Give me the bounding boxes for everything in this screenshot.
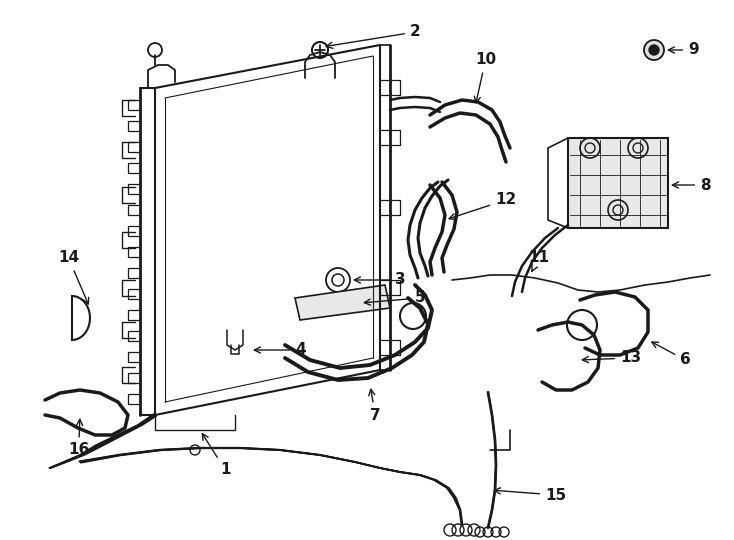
Polygon shape bbox=[295, 285, 390, 320]
Text: 8: 8 bbox=[672, 178, 711, 192]
Text: 2: 2 bbox=[327, 24, 421, 49]
Text: 4: 4 bbox=[255, 342, 305, 357]
Text: 5: 5 bbox=[364, 291, 426, 306]
Text: 9: 9 bbox=[669, 43, 699, 57]
Text: 11: 11 bbox=[528, 251, 549, 271]
Text: 12: 12 bbox=[449, 192, 516, 220]
Text: 7: 7 bbox=[368, 389, 381, 422]
Text: 13: 13 bbox=[582, 350, 641, 366]
Text: 16: 16 bbox=[68, 420, 90, 457]
Circle shape bbox=[649, 45, 659, 55]
Text: 1: 1 bbox=[203, 434, 230, 477]
Text: 14: 14 bbox=[58, 251, 89, 304]
Text: 6: 6 bbox=[652, 342, 691, 368]
Text: 10: 10 bbox=[474, 52, 496, 103]
Circle shape bbox=[644, 40, 664, 60]
Text: 3: 3 bbox=[355, 273, 406, 287]
Polygon shape bbox=[568, 138, 668, 228]
Text: 15: 15 bbox=[494, 488, 566, 503]
